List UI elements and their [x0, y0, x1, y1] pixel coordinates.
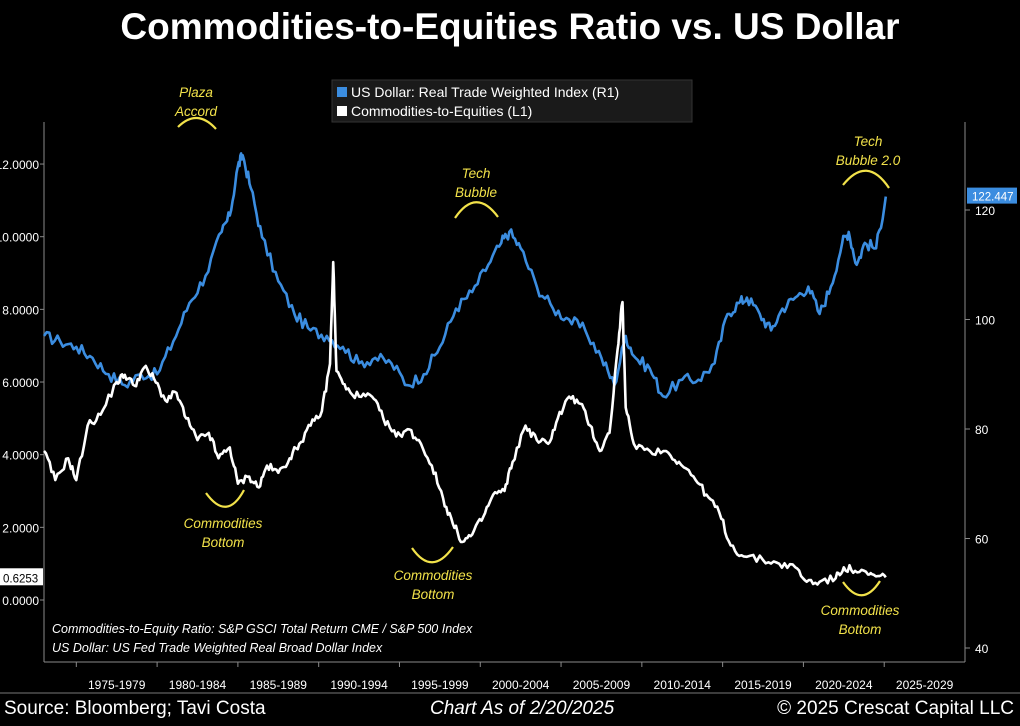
left-tick-label: 2.0000	[2, 521, 39, 535]
legend-swatch-usd	[337, 87, 347, 97]
right-tick-label: 40	[975, 642, 989, 656]
left-tick-label: 6.0000	[2, 376, 39, 390]
x-tick-label: 1980-1984	[169, 678, 227, 692]
ratio-last-value-label: 0.6253	[3, 573, 38, 585]
axis-ticks: 0.0000 2.0000 4.0000 6.0000 8.0000 10.0000 12.…	[0, 158, 995, 692]
right-tick-label: 60	[975, 533, 989, 547]
annotation-arc	[177, 116, 217, 130]
right-tick-label: 80	[975, 423, 989, 437]
annotation-label: Bottom	[412, 587, 455, 602]
annotation-arc	[454, 201, 499, 219]
annotation-arc	[411, 546, 454, 564]
chart-note: US Dollar: US Fed Trade Weighted Real Br…	[52, 641, 383, 655]
annotation-label: Bubble	[455, 185, 497, 200]
x-tick-label: 2025-2029	[896, 678, 954, 692]
plot-frame	[0, 122, 1020, 694]
annotation-label: Bottom	[839, 622, 882, 637]
annotation-label: Commodities	[184, 516, 263, 531]
ratio-last-value-tag	[0, 568, 43, 586]
legend-label-ratio: Commodities-to-Equities (L1)	[351, 103, 532, 119]
annotation-arc	[205, 489, 245, 508]
series-lines: 122.447 0.6253	[0, 152, 1017, 586]
footer-source: Source: Bloomberg; Tavi Costa	[4, 698, 266, 719]
right-tick-label: 120	[975, 204, 995, 218]
left-tick-label: 0.0000	[2, 594, 39, 608]
annotation-arc	[842, 169, 890, 189]
x-tick-label: 2020-2024	[815, 678, 873, 692]
x-tick-label: 2010-2014	[654, 678, 712, 692]
annotation-label: Tech	[462, 166, 491, 181]
annotation-label: Tech	[854, 134, 883, 149]
legend-box	[331, 79, 693, 123]
x-tick-label: 2005-2009	[573, 678, 631, 692]
x-tick-label: 1985-1989	[250, 678, 308, 692]
left-tick-label: 12.0000	[0, 158, 39, 172]
right-tick-label: 100	[975, 314, 995, 328]
chart-title: Commodities-to-Equities Ratio vs. US Dol…	[120, 6, 900, 47]
legend-label-usd: US Dollar: Real Trade Weighted Index (R1…	[351, 84, 619, 100]
usd-last-value-tag	[967, 187, 1017, 204]
annotation-label: Commodities	[821, 603, 900, 618]
usd-series-line	[42, 152, 888, 399]
x-tick-label: 2000-2004	[492, 678, 550, 692]
legend-swatch-ratio	[337, 106, 347, 116]
annotations: Plaza Accord Tech Bubble Tech Bubble 2.0 Commo…	[174, 85, 901, 637]
x-tick-label: 1975-1979	[88, 678, 146, 692]
left-tick-label: 8.0000	[2, 303, 39, 317]
x-tick-label: 1990-1994	[330, 678, 388, 692]
commodities-series-line	[43, 260, 887, 586]
footer-date: Chart As of 2/20/2025	[430, 698, 615, 719]
left-tick-label: 10.0000	[0, 231, 39, 245]
legend: US Dollar: Real Trade Weighted Index (R1…	[331, 79, 693, 123]
chart-notes: Commodities-to-Equity Ratio: S&P GSCI To…	[52, 622, 473, 655]
annotation-label: Bottom	[202, 535, 245, 550]
x-tick-label: 1995-1999	[411, 678, 469, 692]
chart-note: Commodities-to-Equity Ratio: S&P GSCI To…	[52, 622, 473, 636]
annotation-label: Plaza	[179, 85, 213, 100]
annotation-label: Commodities	[394, 568, 473, 583]
x-tick-label: 2015-2019	[734, 678, 792, 692]
usd-last-value-label: 122.447	[972, 192, 1014, 204]
annotation-label: Bubble 2.0	[836, 153, 901, 168]
footer-copyright: © 2025 Crescat Capital LLC	[777, 698, 1014, 719]
annotation-label: Accord	[174, 104, 218, 119]
annotation-arc	[842, 580, 881, 597]
left-tick-label: 4.0000	[2, 449, 39, 463]
